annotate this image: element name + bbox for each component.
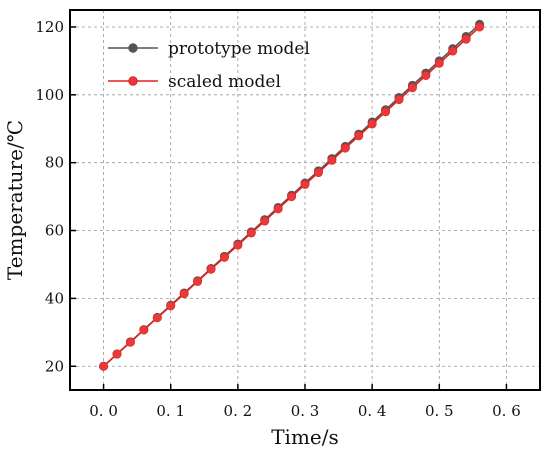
data-point-scaled-model (434, 58, 444, 68)
y-tick-label: 60 (45, 222, 64, 240)
x-tick-label: 0. 1 (156, 402, 185, 420)
y-tick-label: 20 (45, 357, 64, 375)
legend-marker-scaled-model (128, 76, 138, 86)
y-tick-label: 40 (45, 289, 64, 307)
data-point-scaled-model (193, 276, 203, 286)
data-point-scaled-model (152, 313, 162, 323)
data-point-scaled-model (219, 252, 229, 262)
series-layer (99, 19, 485, 371)
data-point-scaled-model (354, 131, 364, 141)
x-tick-label: 0. 2 (224, 402, 253, 420)
grid (70, 10, 540, 390)
data-point-scaled-model (461, 34, 471, 44)
data-point-scaled-model (313, 168, 323, 178)
ticks: 0. 0 0. 1 0. 2 0. 3 0. 4 0. 5 0. 6 20 40 60 80 100 1… (35, 18, 520, 420)
x-tick-label: 0. 0 (89, 402, 118, 420)
y-axis-title: Temperature/℃ (3, 120, 27, 280)
y-tick-label: 80 (45, 154, 64, 172)
data-point-scaled-model (287, 192, 297, 202)
data-point-scaled-model (139, 325, 149, 335)
data-point-scaled-model (112, 349, 122, 359)
data-point-scaled-model (246, 228, 256, 238)
legend-marker-prototype-model (128, 43, 138, 53)
data-point-scaled-model (475, 22, 485, 32)
legend: prototype model scaled model (108, 39, 310, 92)
data-point-scaled-model (125, 337, 135, 347)
data-point-scaled-model (273, 204, 283, 214)
data-point-scaled-model (340, 143, 350, 153)
data-point-scaled-model (327, 155, 337, 165)
data-point-scaled-model (179, 289, 189, 299)
data-point-scaled-model (166, 301, 176, 311)
y-tick-label: 120 (35, 18, 64, 36)
data-point-scaled-model (394, 95, 404, 105)
data-point-scaled-model (233, 240, 243, 250)
x-tick-label: 0. 5 (425, 402, 454, 420)
x-tick-label: 0. 3 (291, 402, 320, 420)
x-axis-title: Time/s (271, 425, 339, 449)
data-point-scaled-model (421, 70, 431, 80)
data-point-scaled-model (381, 107, 391, 117)
x-tick-label: 0. 6 (492, 402, 521, 420)
data-point-scaled-model (448, 46, 458, 56)
legend-label-scaled-model: scaled model (168, 72, 281, 92)
data-point-scaled-model (367, 119, 377, 129)
x-tick-label: 0. 4 (358, 402, 387, 420)
data-point-scaled-model (99, 361, 109, 371)
data-point-scaled-model (407, 83, 417, 93)
y-tick-label: 100 (35, 86, 64, 104)
data-point-scaled-model (206, 264, 216, 274)
data-point-scaled-model (300, 179, 310, 189)
legend-label-prototype-model: prototype model (168, 39, 310, 59)
data-point-scaled-model (260, 216, 270, 226)
